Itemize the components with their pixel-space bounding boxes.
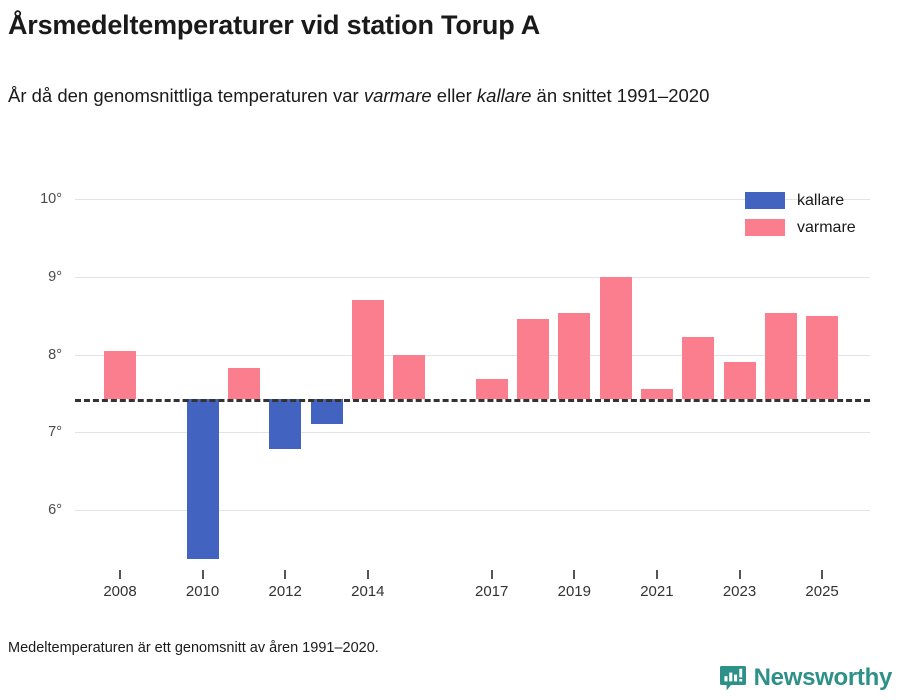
baseline-reference-line — [75, 398, 870, 402]
legend-item[interactable]: varmare — [745, 214, 856, 241]
x-axis-tick — [284, 570, 287, 579]
x-axis-tick-label: 2021 — [640, 583, 674, 600]
chart-bar[interactable] — [682, 337, 715, 399]
x-axis-tick-label: 2010 — [185, 583, 220, 600]
x-axis-tick-label: 2017 — [475, 583, 509, 600]
subtitle-text-3: än snittet 1991–2020 — [531, 85, 710, 106]
newsworthy-bars-bubble-icon — [719, 664, 747, 692]
legend-item-label: varmare — [797, 218, 856, 236]
chart-bar[interactable] — [517, 318, 549, 399]
y-gridline — [75, 276, 870, 278]
page-title: Årsmedeltemperaturer vid station Torup A — [8, 10, 541, 40]
legend-swatch-icon — [745, 219, 785, 236]
chart-bar[interactable] — [475, 378, 508, 399]
x-axis-tick — [573, 570, 576, 579]
chart-bar[interactable] — [186, 398, 219, 559]
y-gridline — [75, 510, 870, 511]
newsworthy-wordmark: Newsworthy — [753, 664, 893, 691]
x-axis-tick-label: 2008 — [103, 583, 137, 600]
chart-bar[interactable] — [393, 354, 426, 399]
y-gridline — [75, 354, 870, 356]
x-axis-tick — [201, 570, 204, 579]
y-axis-tick-label: 7° — [48, 424, 62, 441]
y-gridline — [75, 432, 870, 434]
chart-subtitle: År då den genomsnittliga temperaturen va… — [8, 82, 868, 109]
x-axis-tick — [490, 570, 493, 579]
chart-bar[interactable] — [269, 398, 302, 449]
subtitle-text-1: År då den genomsnittliga temperaturen va… — [8, 85, 364, 106]
x-axis-tick-label: 2023 — [722, 583, 757, 600]
x-axis-tick — [119, 570, 121, 579]
chart-bar[interactable] — [558, 313, 591, 399]
chart-bar[interactable] — [764, 313, 797, 399]
chart-bar[interactable] — [723, 362, 756, 399]
subtitle-text-2: eller — [431, 85, 477, 106]
x-axis-tick — [655, 570, 658, 579]
x-axis-tick — [366, 570, 369, 579]
x-axis-tick-label: 2025 — [805, 583, 839, 600]
legend-swatch-icon — [745, 192, 785, 209]
chart-bar[interactable] — [351, 300, 384, 399]
legend-item[interactable]: kallare — [745, 187, 856, 214]
newsworthy-brand[interactable]: Newsworthy — [719, 664, 892, 692]
x-axis-tick-label: 2012 — [268, 583, 302, 600]
y-axis-tick-label: 6° — [48, 502, 62, 518]
chart-bar[interactable] — [599, 276, 632, 399]
legend-item-label: kallare — [797, 191, 845, 209]
y-gridline — [75, 199, 870, 200]
chart-bar[interactable] — [310, 398, 343, 424]
x-axis-tick — [821, 570, 824, 579]
subtitle-emphasis-kallare: kallare — [476, 85, 532, 106]
y-axis-tick-label: 8° — [48, 346, 62, 363]
chart-source-note: Medeltemperaturen är ett genomsnitt av å… — [8, 640, 379, 656]
x-axis-tick-label: 2019 — [557, 583, 591, 600]
x-axis-tick — [738, 570, 741, 579]
y-axis-tick-label: 9° — [48, 268, 62, 285]
chart-bar[interactable] — [104, 351, 136, 399]
x-axis-tick-label: 2014 — [351, 583, 385, 600]
chart-legend: kallare varmare — [745, 187, 856, 241]
chart-bar[interactable] — [806, 315, 839, 399]
subtitle-emphasis-varmare: varmare — [363, 85, 432, 106]
chart-bar[interactable] — [640, 389, 673, 399]
y-axis-tick-label: 10° — [40, 191, 62, 207]
chart-bar[interactable] — [227, 368, 260, 399]
